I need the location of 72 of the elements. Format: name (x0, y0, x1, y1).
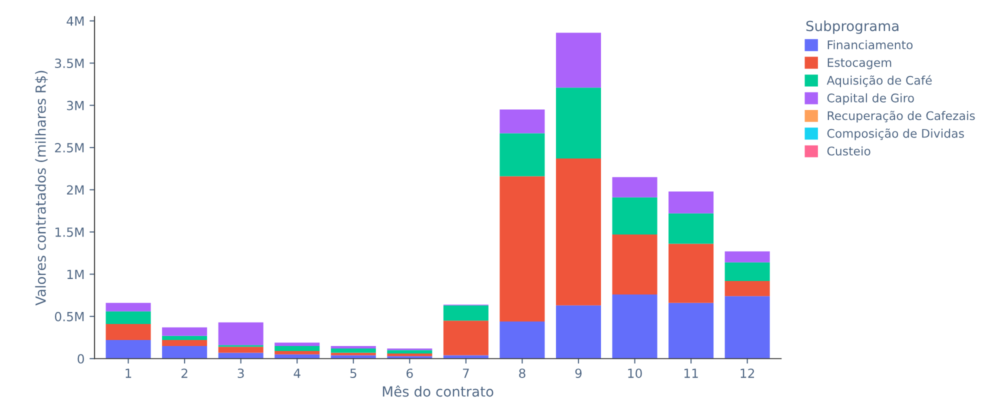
y-tick-label: 4M (66, 16, 84, 26)
bar (668, 213, 714, 244)
bar (500, 176, 545, 322)
bar (106, 311, 151, 324)
bar (724, 280, 770, 296)
bar (556, 305, 601, 359)
bar (556, 88, 601, 159)
bar (274, 351, 320, 354)
bar (162, 327, 208, 336)
bar (330, 348, 376, 353)
y-tick-label: 0.5M (54, 312, 84, 322)
bar (330, 346, 376, 348)
x-tick-label: 8 (519, 368, 526, 378)
legend-label: Composição de Dividas (827, 128, 964, 140)
bar (274, 346, 320, 352)
x-tick-label: 4 (294, 368, 300, 378)
bar (106, 324, 151, 340)
x-tick-label: 11 (684, 368, 698, 378)
bar (218, 346, 264, 353)
x-tick-label: 2 (182, 368, 188, 378)
legend-label: Capital de Giro (827, 93, 914, 105)
bar (500, 133, 545, 176)
bar (612, 177, 658, 198)
bar (612, 234, 658, 294)
bar (556, 158, 601, 306)
legend-title: Subprograma (806, 20, 898, 34)
y-tick-label: 3.5M (55, 58, 84, 68)
bar (668, 191, 714, 214)
y-tick-label: 2.5M (55, 143, 84, 152)
bar (612, 197, 658, 235)
x-tick-label: 5 (350, 368, 356, 378)
bar (387, 354, 432, 356)
bar (443, 305, 488, 321)
bar (500, 321, 545, 359)
y-tick-label: 1.5M (56, 228, 84, 237)
y-tick-label: 0 (78, 354, 84, 364)
bar (162, 340, 208, 346)
bar (387, 350, 432, 354)
bar (106, 340, 151, 359)
x-tick-label: 1 (126, 368, 132, 378)
bar (556, 32, 601, 88)
legend-label: Estocagem (828, 58, 892, 70)
y-tick-label: 3M (67, 100, 84, 110)
bar (218, 352, 264, 359)
x-axis-title: Mês do contrato (382, 385, 494, 397)
y-tick-label: 2M (66, 185, 84, 195)
bar (218, 322, 264, 346)
x-tick-label: 12 (740, 368, 754, 378)
bar (724, 262, 770, 281)
x-tick-label: 9 (575, 368, 582, 378)
legend-label: Recuperação de Cafezais (828, 110, 975, 122)
bar (330, 352, 376, 356)
x-tick-label: 10 (628, 368, 642, 378)
legend-label: Aquisição de Café (826, 75, 932, 88)
bar (500, 110, 545, 134)
bar (443, 320, 488, 356)
y-axis-title: Valores contratados (milhares R$) (35, 70, 48, 306)
legend-label: Financiamento (828, 40, 913, 50)
y-tick-label: 1M (67, 270, 84, 279)
x-tick-label: 3 (238, 368, 244, 378)
bar (724, 296, 770, 359)
bar (162, 336, 208, 340)
bar (274, 342, 320, 346)
bar (162, 346, 208, 359)
bar (724, 251, 770, 262)
legend-label: Custeio (827, 146, 870, 156)
bar (106, 302, 151, 312)
x-tick-label: 6 (406, 368, 413, 378)
x-tick-label: 7 (462, 368, 469, 378)
bar (612, 294, 658, 359)
bar (668, 302, 714, 359)
bar (668, 244, 714, 303)
